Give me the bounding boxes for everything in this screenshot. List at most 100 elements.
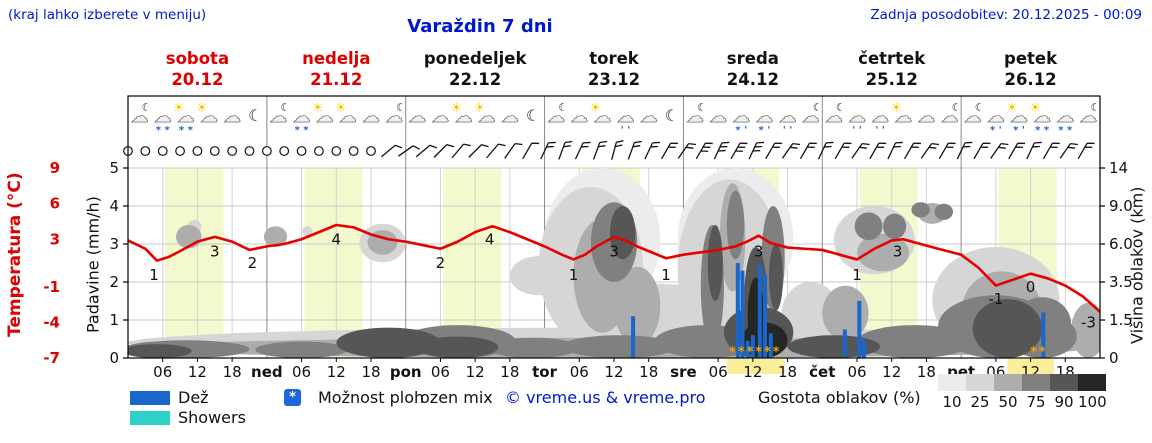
svg-text:06: 06 — [153, 363, 172, 381]
svg-text:5: 5 — [109, 159, 119, 177]
svg-text:0: 0 — [1109, 349, 1119, 367]
weather-icons: ☾☁ ☁* *☀☁* *☀☁ ☁ ☾ ☾☁ ☁* *☀☁ ☀☁ ☁ ☾☁ ☁ ☁ ☀☁ ☀☁ ☁ ☾ ☾☁ ☁ ☀… — [130, 101, 1100, 136]
svg-text:☁: ☁ — [385, 106, 403, 127]
svg-text:☁: ☁ — [362, 106, 380, 127]
svg-text:☁: ☁ — [686, 106, 704, 127]
svg-text:tor: tor — [532, 363, 557, 381]
svg-text:06: 06 — [709, 363, 728, 381]
svg-text:☁: ☁ — [154, 106, 172, 127]
svg-text:☀: ☀ — [196, 101, 208, 116]
svg-text:☁: ☁ — [1079, 106, 1097, 127]
svg-text:3: 3 — [210, 242, 220, 260]
svg-text:*: * — [1039, 345, 1046, 360]
svg-text:☁: ☁ — [825, 106, 843, 127]
svg-text:06: 06 — [570, 363, 589, 381]
svg-text:20.12: 20.12 — [171, 70, 223, 89]
gradient-swatch — [994, 374, 1022, 391]
svg-text:☀: ☀ — [1006, 101, 1018, 116]
gradient-swatch — [938, 374, 966, 391]
gradient-swatch — [1022, 374, 1050, 391]
svg-text:☁: ☁ — [617, 106, 635, 127]
svg-text:☁: ☁ — [131, 106, 149, 127]
svg-text:☁: ☁ — [593, 106, 611, 127]
copyright-link[interactable]: © vreme.us & vreme.pro — [505, 388, 706, 407]
svg-text:18: 18 — [500, 363, 519, 381]
svg-text:1: 1 — [569, 266, 579, 284]
svg-text:-4: -4 — [43, 313, 60, 331]
svg-text:☁: ☁ — [755, 106, 773, 127]
svg-text:☁: ☁ — [339, 106, 357, 127]
svg-text:☁: ☁ — [917, 106, 935, 127]
svg-text:☁: ☁ — [1033, 106, 1051, 127]
svg-text:2: 2 — [436, 254, 446, 272]
svg-text:☾: ☾ — [813, 101, 823, 114]
svg-text:6.0: 6.0 — [1109, 235, 1133, 253]
rain-legend-label: Dež — [178, 388, 209, 407]
wind-barbs — [123, 139, 1095, 160]
svg-text:☁: ☁ — [802, 106, 820, 127]
svg-text:*: * — [764, 345, 771, 360]
page-title: Varaždin 7 dni — [407, 16, 553, 37]
svg-text:torek: torek — [589, 49, 640, 68]
svg-text:18: 18 — [223, 363, 242, 381]
svg-text:petek: petek — [1004, 49, 1058, 68]
svg-text:* *: * * — [1035, 125, 1050, 136]
cloud-density-gradient-labels: 10 25 50 75 90 100 — [938, 393, 1106, 411]
svg-text:sreda: sreda — [727, 49, 779, 68]
svg-text:12: 12 — [604, 363, 623, 381]
gradient-swatch — [966, 374, 994, 391]
svg-text:☾: ☾ — [952, 101, 962, 114]
possibility-legend-label: Možnost ploh — [318, 388, 425, 407]
svg-text:' ': ' ' — [875, 125, 885, 136]
gradient-label: 100 — [1078, 393, 1107, 411]
svg-text:* ': * ' — [735, 125, 747, 136]
svg-text:9.0: 9.0 — [1109, 197, 1133, 215]
svg-text:1: 1 — [149, 266, 159, 284]
svg-text:ned: ned — [251, 363, 283, 381]
svg-text:* *: * * — [1058, 125, 1073, 136]
gradient-label: 25 — [970, 393, 990, 411]
svg-text:6: 6 — [50, 195, 60, 213]
svg-text:25.12: 25.12 — [866, 70, 918, 89]
cloud-density-blobs — [128, 168, 1100, 358]
svg-text:☁: ☁ — [779, 106, 797, 127]
gradient-label: 75 — [1026, 393, 1046, 411]
menu-hint: (kraj lahko izberete v meniju) — [8, 7, 207, 23]
svg-text:06: 06 — [292, 363, 311, 381]
svg-text:26.12: 26.12 — [1004, 70, 1056, 89]
svg-text:1: 1 — [661, 266, 671, 284]
svg-text:pon: pon — [390, 363, 422, 381]
svg-text:12: 12 — [188, 363, 207, 381]
svg-text:' ': ' ' — [783, 125, 793, 136]
svg-text:21.12: 21.12 — [310, 70, 362, 89]
svg-text:4: 4 — [332, 230, 342, 248]
svg-text:12: 12 — [466, 363, 485, 381]
svg-text:☁: ☁ — [316, 106, 334, 127]
svg-text:18: 18 — [361, 363, 380, 381]
showers-legend-label: Showers — [178, 408, 246, 427]
gradient-label: 90 — [1054, 393, 1074, 411]
cloud-density-legend-label: Gostota oblakov (%) — [758, 388, 921, 407]
svg-text:☁: ☁ — [1010, 106, 1028, 127]
bottom-highlights — [726, 359, 1054, 374]
svg-text:* *: * * — [179, 125, 194, 136]
svg-text:☁: ☁ — [223, 106, 241, 127]
svg-text:-7: -7 — [43, 349, 60, 367]
svg-text:☀: ☀ — [335, 101, 347, 116]
svg-text:☁: ☁ — [547, 106, 565, 127]
svg-text:*: * — [755, 345, 762, 360]
svg-text:9: 9 — [50, 159, 60, 177]
svg-text:☾: ☾ — [558, 101, 568, 114]
svg-text:12: 12 — [882, 363, 901, 381]
possibility-markers: * * * * * * * * — [729, 345, 1046, 360]
svg-text:☾: ☾ — [248, 106, 262, 125]
svg-text:sobota: sobota — [166, 49, 229, 68]
svg-text:06: 06 — [847, 363, 866, 381]
svg-text:ponedeljek: ponedeljek — [424, 49, 528, 68]
precipitation-bars — [631, 263, 1046, 358]
svg-text:18: 18 — [639, 363, 658, 381]
svg-text:24.12: 24.12 — [727, 70, 779, 89]
svg-text:☁: ☁ — [941, 106, 959, 127]
